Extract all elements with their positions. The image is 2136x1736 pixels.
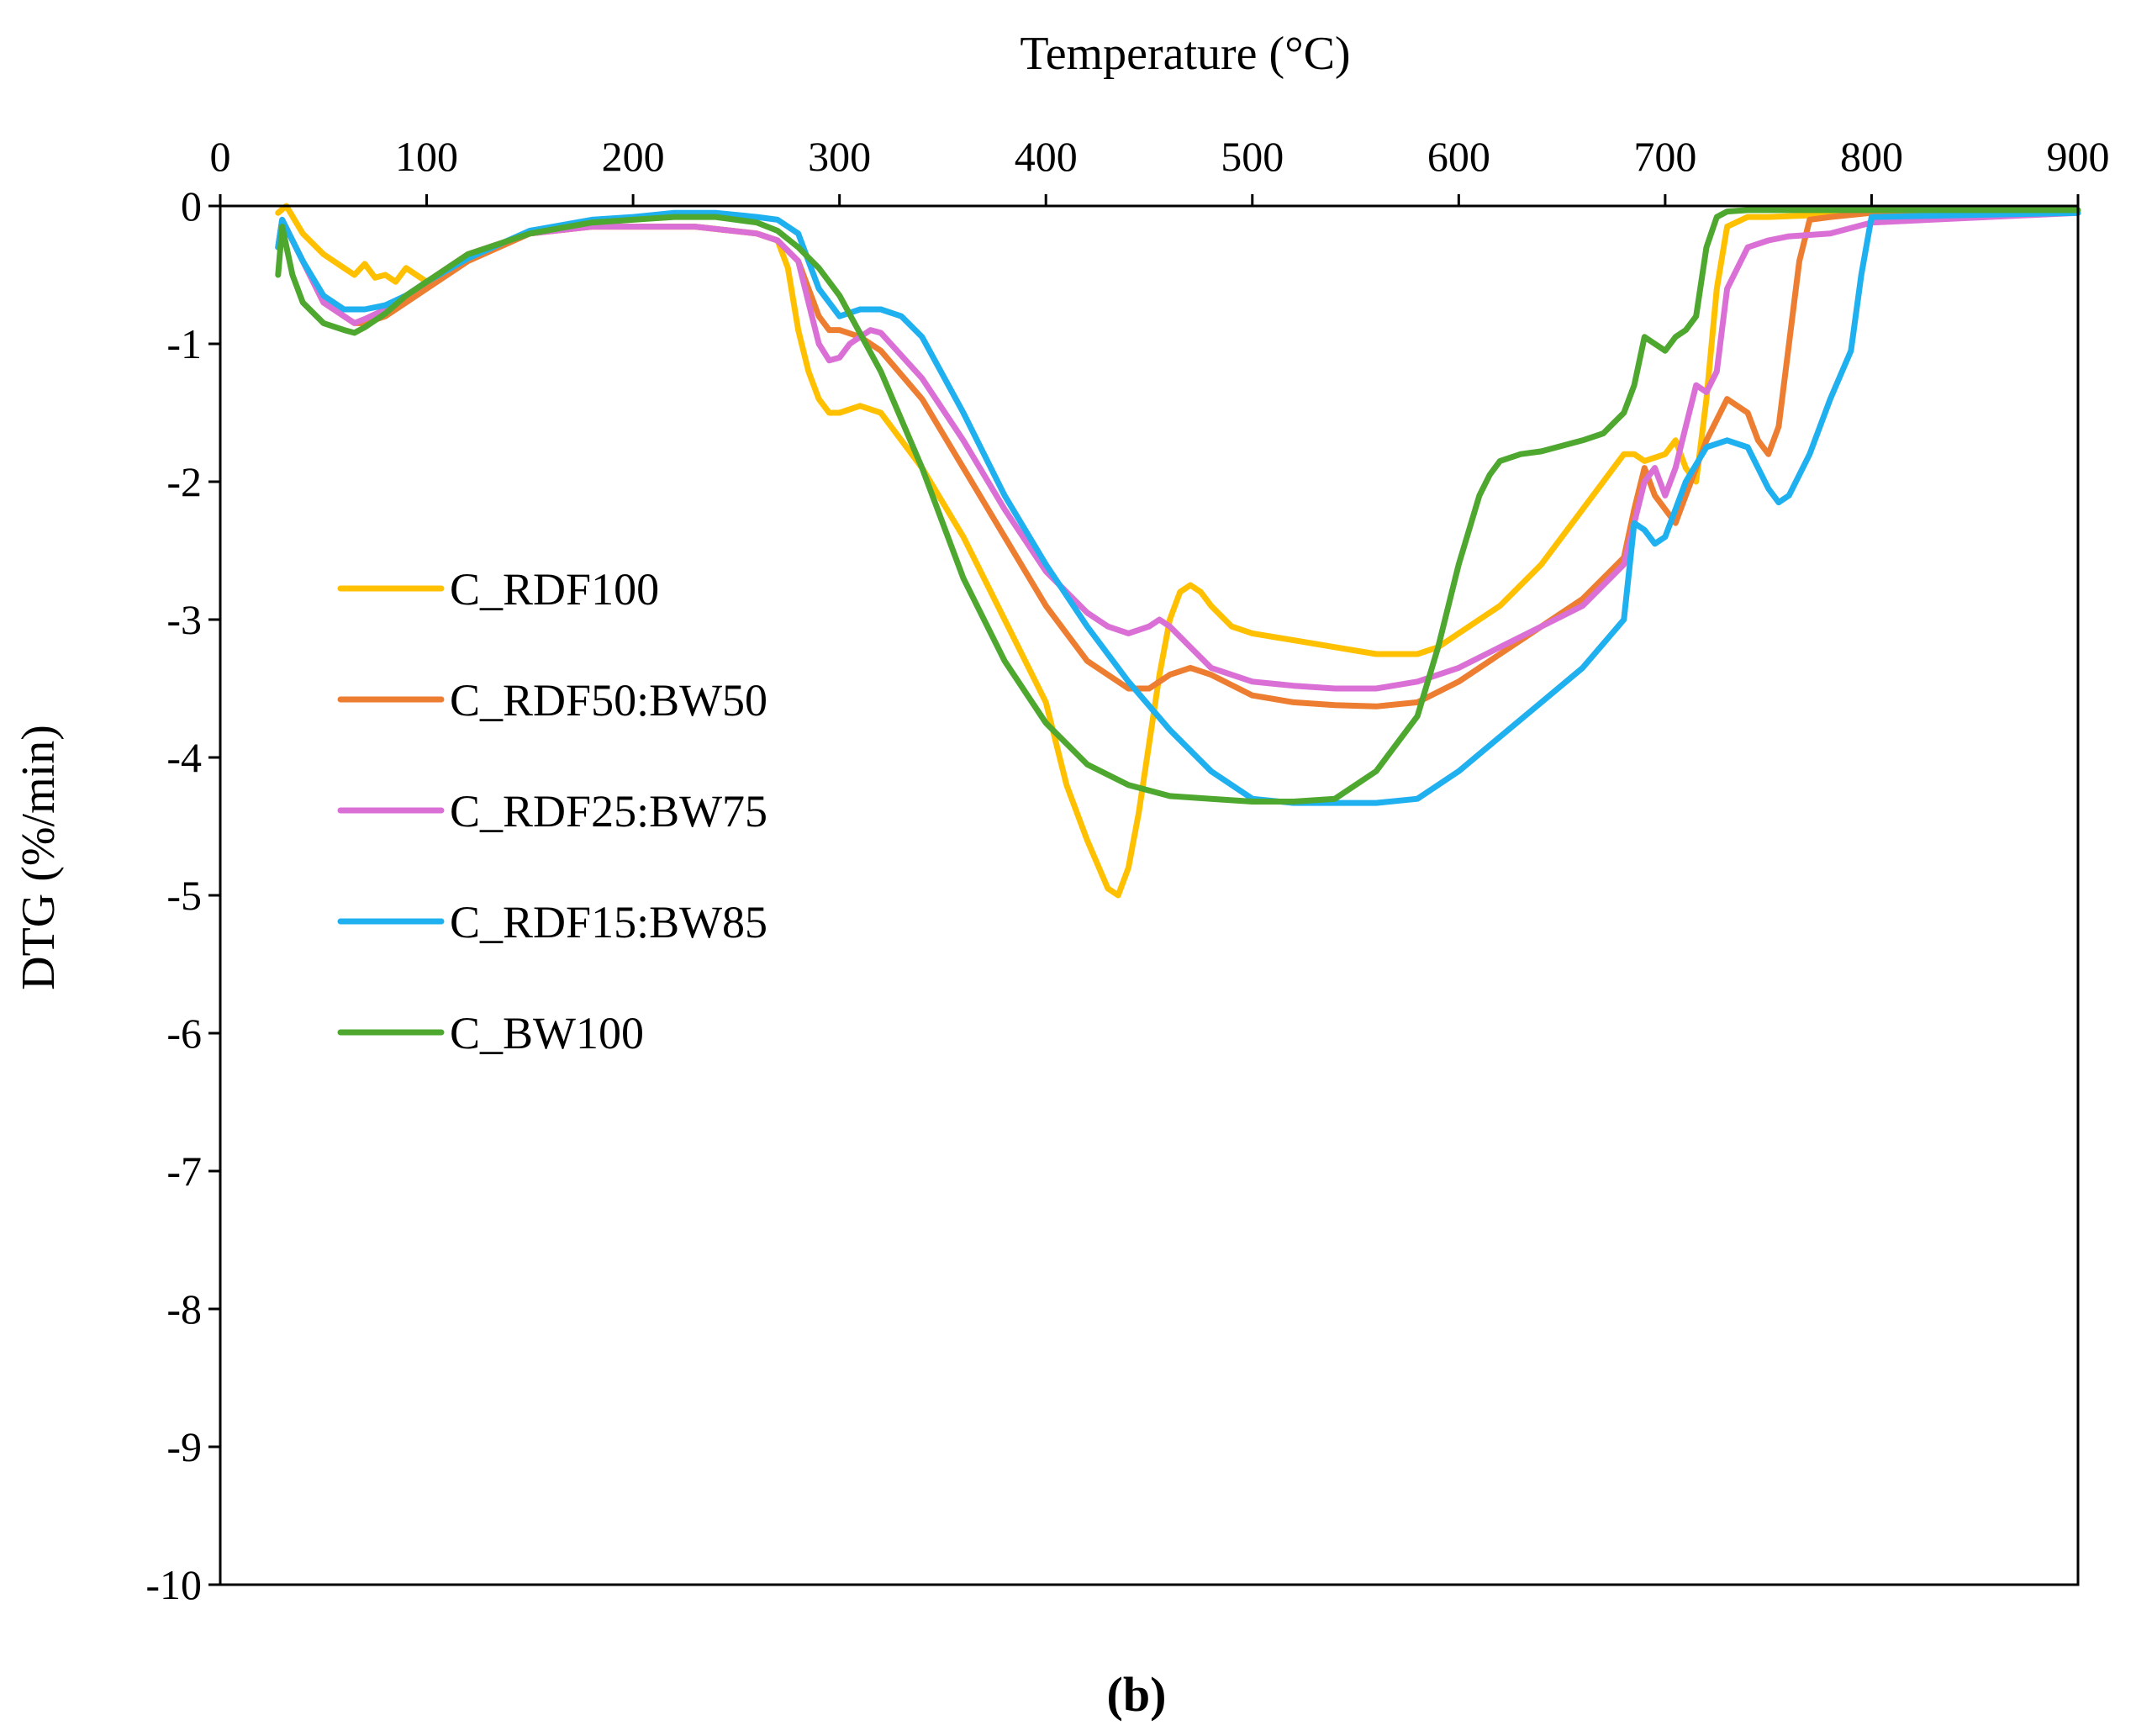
y-tick-label: -3 (166, 596, 202, 643)
legend: C_RDF100 C_RDF50:BW50 C_RDF25:BW75 C_RDF15:… (337, 564, 767, 1058)
y-tick-label: -9 (166, 1423, 202, 1470)
legend-label: C_RDF25:BW75 (450, 786, 767, 836)
x-tick-label: 800 (1840, 133, 1903, 180)
x-tick-label: 600 (1427, 133, 1490, 180)
x-axis-ticks: 0 100 200 300 400 500 600 700 800 900 (210, 133, 2110, 206)
x-tick-label: 900 (2047, 133, 2110, 180)
x-tick-label: 200 (602, 133, 665, 180)
y-axis-title: DTG (%/min) (13, 725, 65, 990)
series-layer (275, 203, 2081, 899)
y-tick-label: -6 (166, 1010, 202, 1057)
x-tick-label: 700 (1633, 133, 1696, 180)
x-tick-label: 100 (395, 133, 458, 180)
y-tick-label: -7 (166, 1148, 202, 1195)
y-tick-label: -8 (166, 1285, 202, 1332)
legend-label: C_BW100 (450, 1008, 644, 1058)
y-tick-label: -1 (166, 320, 202, 367)
plot-frame (219, 204, 2080, 1586)
x-tick-label: 500 (1221, 133, 1284, 180)
y-tick-label: -10 (145, 1561, 202, 1608)
y-tick-label: -2 (166, 458, 202, 505)
y-axis-ticks: 0 -1 -2 -3 -4 -5 -6 -7 -8 -9 -10 (145, 182, 220, 1608)
y-tick-label: -5 (166, 872, 202, 919)
legend-label: C_RDF15:BW85 (450, 897, 767, 947)
y-tick-label: -4 (166, 734, 202, 781)
y-tick-label: 0 (181, 182, 202, 230)
legend-label: C_RDF50:BW50 (450, 675, 767, 726)
panel-label: (b) (1107, 1667, 1167, 1722)
x-tick-label: 0 (210, 133, 231, 180)
x-axis-title: Temperature (°C) (1020, 28, 1350, 80)
legend-label: C_RDF100 (450, 564, 659, 615)
x-tick-label: 400 (1015, 133, 1078, 180)
series-line-c-bw100 (275, 207, 2081, 805)
x-tick-label: 300 (808, 133, 871, 180)
